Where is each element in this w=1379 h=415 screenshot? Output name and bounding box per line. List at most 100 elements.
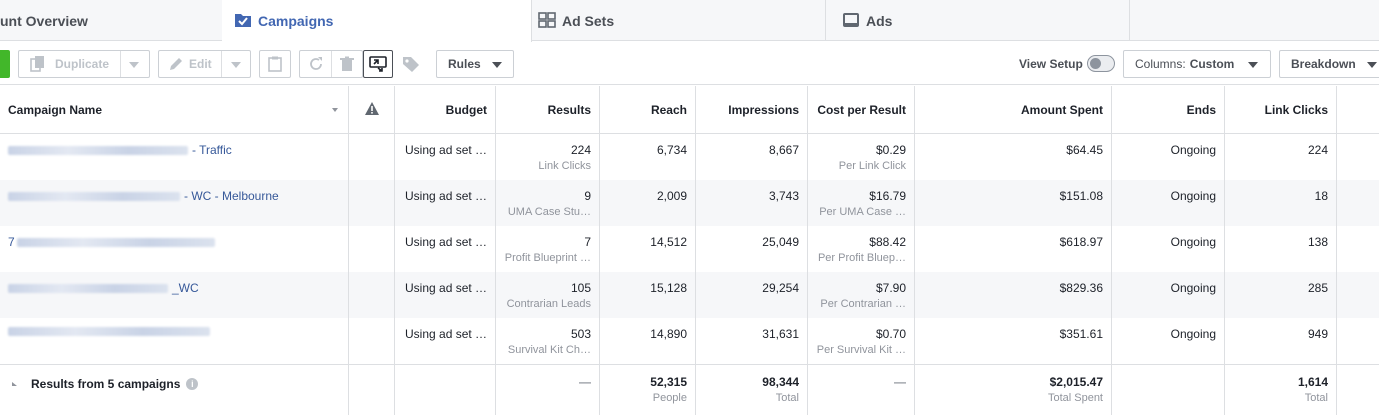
- link-clicks-cell: 224: [1225, 134, 1337, 180]
- cost-per-result-cell: $0.70 Per Survival Kit …: [808, 318, 915, 364]
- campaign-name-cell[interactable]: _WC: [0, 272, 349, 318]
- results-value: 105: [570, 281, 591, 295]
- col-cost-per-result[interactable]: Cost per Result: [808, 86, 915, 134]
- pencil-icon: [169, 57, 183, 71]
- table-row[interactable]: _WC Using ad set … 105 Contrarian Leads 1…: [0, 272, 1379, 318]
- breakdown-dropdown[interactable]: Breakdown: [1279, 50, 1379, 78]
- totals-clicks-sub: Total: [1304, 392, 1328, 404]
- totals-budget-cell: [395, 365, 496, 415]
- col-results[interactable]: Results: [496, 86, 600, 134]
- link-clicks-cell: 949: [1225, 318, 1337, 364]
- totals-results-cell: —: [496, 365, 600, 415]
- campaign-name-link[interactable]: 7: [8, 235, 348, 249]
- rules-label: Rules: [448, 57, 481, 71]
- clipboard-button[interactable]: [259, 50, 291, 78]
- tag-button[interactable]: [396, 50, 426, 78]
- impressions-cell: 29,254: [696, 272, 808, 318]
- edit-button[interactable]: Edit: [158, 50, 251, 78]
- reach-cell: 2,009: [600, 180, 696, 226]
- table-row[interactable]: 7 Using ad set … 7 Profit Blueprint … 14,…: [0, 226, 1379, 272]
- info-icon[interactable]: i: [186, 378, 199, 390]
- refresh-icon[interactable]: [308, 56, 324, 72]
- cpr-value: $16.79: [869, 189, 906, 203]
- duplicate-chevron-down-icon[interactable]: [129, 62, 139, 68]
- campaign-name-link[interactable]: - Traffic: [8, 143, 348, 157]
- tab-account-overview[interactable]: unt Overview: [0, 0, 230, 41]
- amount-spent-cell: $351.61: [915, 318, 1112, 364]
- duplicate-divider: [120, 51, 121, 77]
- view-setup-toggle[interactable]: [1087, 55, 1115, 72]
- tab-campaigns[interactable]: Campaigns: [222, 0, 532, 42]
- grid-icon: [538, 11, 556, 30]
- campaign-name-link[interactable]: _WC: [8, 281, 348, 295]
- cpr-sub: Per Profit Bluep…: [817, 252, 906, 264]
- table-row[interactable]: - WC - Melbourne Using ad set … 9 UMA Cas…: [0, 180, 1379, 226]
- duplicate-button[interactable]: Duplicate: [18, 50, 150, 78]
- totals-reach-value: 52,315: [650, 375, 687, 389]
- delivery-cell: [349, 318, 395, 364]
- results-cell: 105 Contrarian Leads: [496, 272, 600, 318]
- totals-impressions-sub: Total: [775, 392, 799, 404]
- results-sub: Contrarian Leads: [506, 298, 591, 310]
- totals-label-cell: Results from 5 campaigns i: [0, 365, 349, 415]
- totals-spent-cell: $2,015.47 Total Spent: [915, 365, 1112, 415]
- amount-spent-cell: $151.08: [915, 180, 1112, 226]
- campaign-name-cell[interactable]: - Traffic: [0, 134, 349, 180]
- expand-chevron-right-icon[interactable]: [12, 382, 17, 386]
- col-amount-spent[interactable]: Amount Spent: [915, 86, 1112, 134]
- budget-cell: Using ad set …: [395, 272, 496, 318]
- col-link-clicks[interactable]: Link Clicks: [1225, 86, 1337, 134]
- col-delivery-warning[interactable]: [349, 86, 395, 134]
- tab-ads[interactable]: Ads: [830, 0, 1130, 41]
- delivery-cell: [349, 226, 395, 272]
- ends-cell: Ongoing: [1112, 134, 1225, 180]
- col-reach-label: Reach: [650, 103, 687, 117]
- tab-account-overview-label: unt Overview: [0, 12, 88, 29]
- breakdown-chevron-down-icon: [1367, 62, 1377, 68]
- budget-cell: Using ad set …: [395, 180, 496, 226]
- edit-chevron-down-icon[interactable]: [231, 62, 241, 68]
- col-impressions[interactable]: Impressions: [696, 86, 808, 134]
- totals-spent-sub: Total Spent: [1047, 392, 1103, 404]
- columns-dropdown[interactable]: Columns: Custom: [1123, 50, 1271, 78]
- campaign-name-link[interactable]: [8, 327, 348, 336]
- campaign-name-cell[interactable]: - WC - Melbourne: [0, 180, 349, 226]
- breakdown-label: Breakdown: [1291, 57, 1356, 71]
- budget-cell: Using ad set …: [395, 226, 496, 272]
- trash-icon[interactable]: [339, 56, 355, 72]
- create-button[interactable]: [0, 50, 10, 78]
- campaign-name-text: _WC: [172, 281, 199, 295]
- impressions-cell: 31,631: [696, 318, 808, 364]
- campaign-name-text: 7: [8, 235, 15, 249]
- cost-per-result-cell: $7.90 Per Contrarian …: [808, 272, 915, 318]
- clipboard-icon: [268, 56, 282, 72]
- results-sub: UMA Case Stu…: [507, 206, 591, 218]
- redacted-text: [8, 191, 180, 201]
- col-reach[interactable]: Reach: [600, 86, 696, 134]
- results-sub: Link Clicks: [538, 160, 591, 172]
- totals-spent-value: $2,015.47: [1049, 375, 1103, 389]
- redacted-text: [8, 327, 210, 336]
- ab-test-button[interactable]: [363, 50, 393, 78]
- col-campaign-name[interactable]: Campaign Name: [0, 86, 349, 134]
- campaign-name-cell[interactable]: [0, 318, 349, 364]
- sort-chevron-down-icon[interactable]: [332, 108, 338, 112]
- col-budget[interactable]: Budget: [395, 86, 496, 134]
- table-row[interactable]: - Traffic Using ad set … 224 Link Clicks …: [0, 134, 1379, 180]
- budget-cell: Using ad set …: [395, 318, 496, 364]
- rules-button[interactable]: Rules: [436, 50, 514, 78]
- campaign-name-text: - WC - Melbourne: [184, 189, 279, 203]
- tab-ad-sets[interactable]: Ad Sets: [526, 0, 826, 41]
- campaign-name-cell[interactable]: 7: [0, 226, 349, 272]
- campaign-name-link[interactable]: - WC - Melbourne: [8, 189, 348, 203]
- cpr-sub: Per Survival Kit …: [816, 344, 906, 356]
- redacted-text: [16, 237, 215, 247]
- impressions-cell: 3,743: [696, 180, 808, 226]
- totals-clicks-value: 1,614: [1297, 375, 1328, 389]
- col-ends[interactable]: Ends: [1112, 86, 1225, 134]
- tag-icon: [402, 56, 420, 72]
- cpr-value: $7.90: [875, 281, 906, 295]
- impressions-cell: 8,667: [696, 134, 808, 180]
- columns-value: Custom: [1189, 57, 1235, 71]
- table-row[interactable]: Using ad set … 503 Survival Kit Ch… 14,89…: [0, 318, 1379, 364]
